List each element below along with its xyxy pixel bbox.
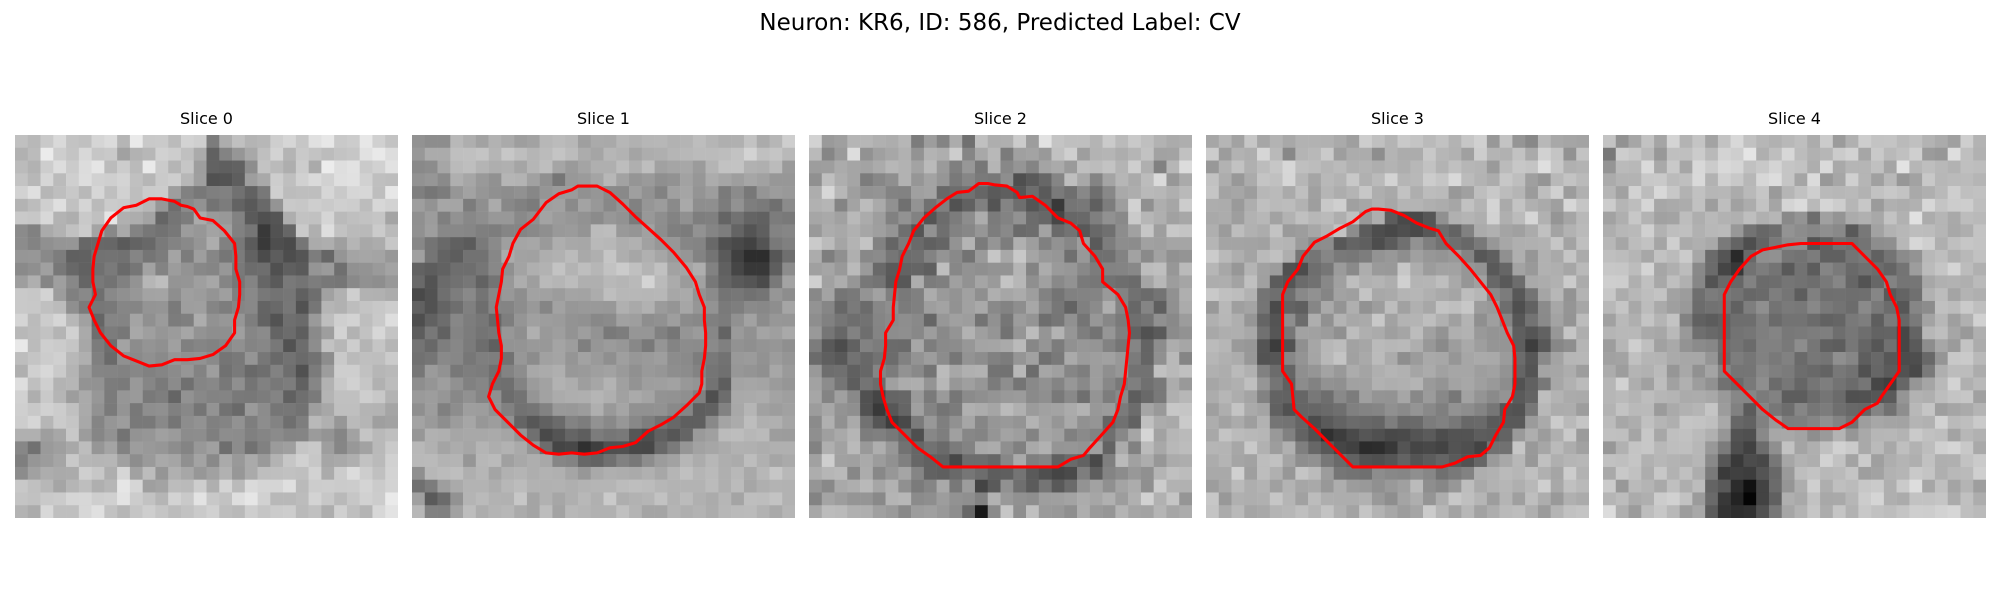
slice-1-pixel-grid	[412, 135, 795, 518]
slice-4-contour	[1722, 241, 1901, 431]
slice-0-svg	[15, 135, 398, 518]
figure-title: Neuron: KR6, ID: 586, Predicted Label: C…	[759, 10, 1241, 36]
slice-2-pixel-grid	[809, 135, 1192, 518]
slice-3-pixel-grid	[1206, 135, 1589, 518]
slice-panel-1: Slice 1	[412, 108, 795, 518]
slice-image-1	[412, 135, 795, 518]
slice-panel-3: Slice 3	[1206, 108, 1589, 518]
slice-image-4	[1603, 135, 1986, 518]
slice-3-svg	[1206, 135, 1589, 518]
slice-3-contour	[1281, 207, 1517, 469]
slice-0-pixel-grid	[15, 135, 398, 518]
slice-panel-0: Slice 0	[15, 108, 398, 518]
slice-title-3: Slice 3	[1371, 109, 1424, 128]
slice-0-contour	[87, 197, 242, 368]
slice-2-svg	[809, 135, 1192, 518]
slice-title-0: Slice 0	[180, 109, 233, 128]
slice-4-svg	[1603, 135, 1986, 518]
slice-image-3	[1206, 135, 1589, 518]
slice-panels: Slice 0 Slice 1 Slice 2 Slice 3	[15, 108, 1986, 518]
slice-1-svg	[412, 135, 795, 518]
slice-1-contour	[487, 184, 708, 456]
slice-title-2: Slice 2	[974, 109, 1027, 128]
slice-panel-2: Slice 2	[809, 108, 1192, 518]
slice-image-0	[15, 135, 398, 518]
slice-image-2	[809, 135, 1192, 518]
slice-panel-4: Slice 4	[1603, 108, 1986, 518]
slice-title-4: Slice 4	[1768, 109, 1821, 128]
slice-2-contour	[878, 181, 1131, 469]
slice-title-1: Slice 1	[577, 109, 630, 128]
slice-4-pixel-grid	[1603, 135, 1986, 518]
